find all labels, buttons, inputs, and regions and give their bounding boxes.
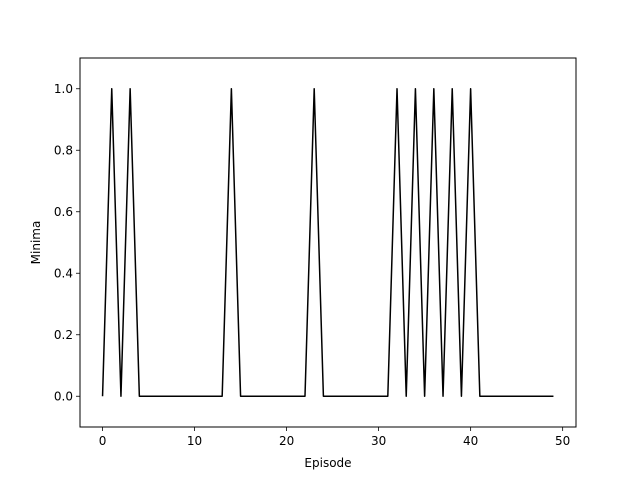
series-layer (101, 88, 554, 397)
plot-area (80, 58, 576, 427)
x-tick-label: 40 (463, 434, 478, 448)
y-tick-label: 0.4 (54, 266, 73, 280)
x-axis-label: Episode (304, 456, 351, 470)
y-tick-label: 0.0 (54, 389, 73, 403)
x-axis: 0 10 20 30 40 50 (99, 427, 570, 448)
y-tick-label: 0.6 (54, 205, 73, 219)
plot-frame (79, 57, 577, 428)
y-tick-label: 0.2 (54, 328, 73, 342)
x-tick-label: 10 (187, 434, 202, 448)
x-tick-label: 0 (99, 434, 107, 448)
y-tick-label: 1.0 (54, 82, 73, 96)
y-axis: 0.0 0.2 0.4 0.6 0.8 1.0 (54, 82, 80, 403)
x-tick-label: 30 (371, 434, 386, 448)
x-tick-label: 20 (279, 434, 294, 448)
x-tick-label: 50 (555, 434, 570, 448)
y-tick-label: 0.8 (54, 143, 73, 157)
y-axis-label: Minima (29, 221, 43, 265)
series-line-0 (101, 88, 554, 397)
